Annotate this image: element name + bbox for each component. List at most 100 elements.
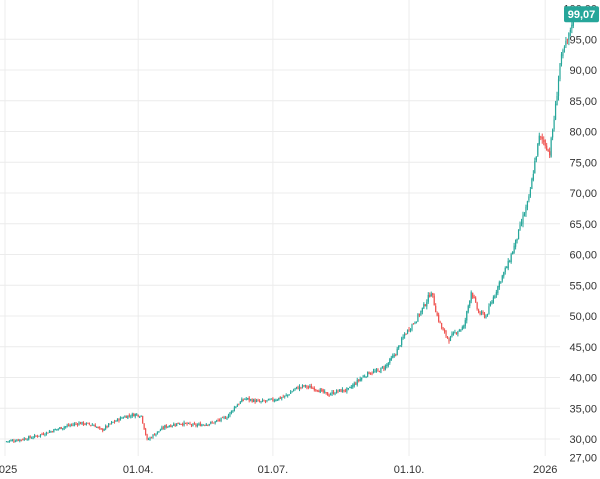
candle-body <box>190 424 193 426</box>
candle-body <box>97 426 99 428</box>
candle-body <box>512 251 514 255</box>
candle-body <box>556 96 558 106</box>
candle-body <box>520 222 523 225</box>
candle-body <box>260 401 262 403</box>
candle-body <box>331 391 333 394</box>
candle-body <box>186 423 188 425</box>
candle-body <box>216 420 218 422</box>
candle-body <box>525 207 527 214</box>
candle-body <box>256 400 258 402</box>
candle-body <box>149 437 151 440</box>
candle-body <box>300 387 302 389</box>
y-axis: 100,0095,0090,0085,0080,0075,0070,0065,0… <box>563 4 597 465</box>
candle-body <box>136 414 138 416</box>
candle-body <box>478 309 480 313</box>
candle-body <box>143 423 145 430</box>
candle-body <box>113 421 116 423</box>
candle-body <box>263 400 265 402</box>
candle-body <box>232 410 234 412</box>
candle-body <box>497 286 499 294</box>
candle-body <box>445 330 447 337</box>
candle-body <box>411 324 413 330</box>
candle-body <box>50 431 52 433</box>
candle-body <box>239 401 241 404</box>
y-tick-label: 90,00 <box>569 65 597 77</box>
candle-body <box>318 391 320 393</box>
candle-body <box>115 420 117 422</box>
candle-body <box>7 441 9 443</box>
candle-body <box>301 385 304 387</box>
candle-body <box>346 388 348 392</box>
candle-body <box>504 267 506 272</box>
candle-body <box>483 313 486 318</box>
candle-body <box>17 439 19 441</box>
candle-body <box>358 379 360 381</box>
candle-body <box>384 365 386 370</box>
candle-body <box>538 135 540 144</box>
y-tick-label: 27,00 <box>569 452 597 464</box>
candle-body <box>321 389 323 391</box>
y-tick-label: 55,00 <box>569 280 597 292</box>
candle-body <box>14 441 16 443</box>
candle-body <box>170 425 172 427</box>
candle-body <box>535 156 537 161</box>
candle-body <box>56 429 58 431</box>
candle-body <box>140 415 142 417</box>
candle-body <box>73 423 76 425</box>
candle-body <box>506 267 508 269</box>
candle-body <box>486 314 489 316</box>
candle-body <box>167 426 169 428</box>
candle-body <box>291 391 293 393</box>
candle-body <box>418 314 420 316</box>
candle-body <box>230 410 233 414</box>
candle-body <box>131 413 133 417</box>
candle-body <box>398 345 400 349</box>
candle-body <box>557 79 560 96</box>
candle-body <box>214 421 216 424</box>
candle-body <box>229 412 231 416</box>
candle-body <box>124 416 126 418</box>
x-tick-label: 01.07. <box>258 464 289 476</box>
candle-body <box>294 388 296 390</box>
candle-body <box>467 305 469 312</box>
y-tick-label: 35,00 <box>569 403 597 415</box>
candle-body <box>343 389 345 392</box>
candle-body <box>60 427 62 430</box>
candle-body <box>297 387 299 390</box>
candle-body <box>424 304 426 306</box>
candle-body <box>196 424 198 427</box>
candle-body <box>433 295 435 306</box>
candle-body <box>408 329 410 331</box>
candle-body <box>57 428 59 430</box>
candle-body <box>94 424 96 428</box>
candle-body <box>393 355 395 357</box>
candle-body <box>563 46 566 49</box>
candle-body <box>554 103 557 120</box>
candle-body <box>285 395 287 397</box>
x-axis: 2025 01.04. 01.07. 01.10. 2026 <box>0 464 557 476</box>
candle-body <box>105 425 107 429</box>
candle-body <box>528 196 530 201</box>
y-tick-label: 30,00 <box>569 434 597 446</box>
y-tick-label: 80,00 <box>569 127 597 139</box>
candle-body <box>443 330 446 332</box>
candle-body <box>38 435 40 437</box>
candle-body <box>84 424 86 426</box>
candle-body <box>51 431 53 433</box>
candle-body <box>90 424 92 426</box>
candle-body <box>176 423 178 426</box>
candle-body <box>513 245 515 253</box>
candle-body <box>304 384 307 387</box>
candle-body <box>461 327 463 330</box>
candle-body <box>374 371 376 373</box>
candle-body <box>489 303 492 306</box>
x-tick-label: 2025 <box>0 464 17 476</box>
candle-body <box>415 321 418 324</box>
candle-body <box>546 145 548 151</box>
candle-body <box>266 400 268 402</box>
candle-body <box>213 422 215 424</box>
candle-body <box>109 423 111 425</box>
candle-body <box>309 386 311 388</box>
candle-body <box>211 422 213 424</box>
candle-body <box>541 136 543 140</box>
